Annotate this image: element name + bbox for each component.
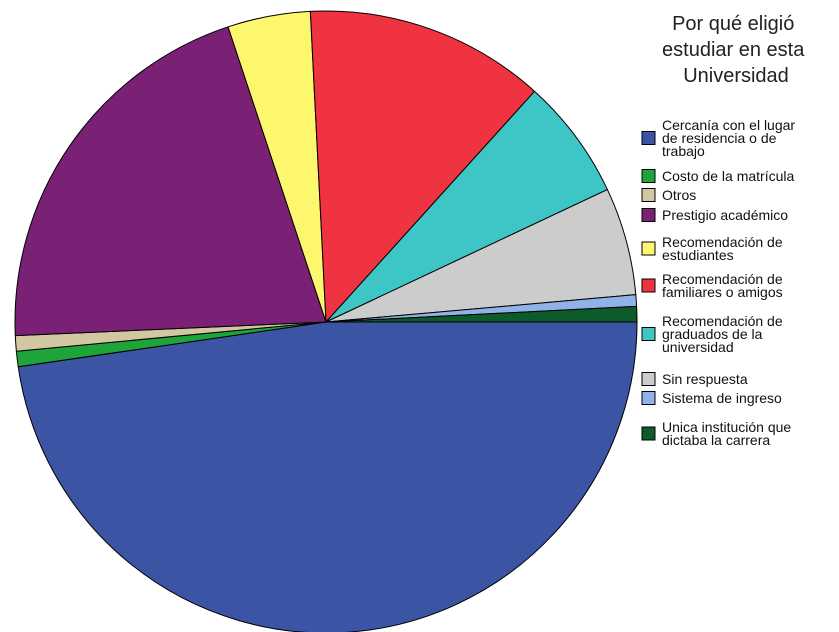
legend-label-line: graduados de la <box>662 326 763 342</box>
legend-swatch-9 <box>641 391 656 405</box>
legend-label-line: Recomendación de <box>662 234 783 250</box>
legend-label-line: Recomendación de <box>662 271 783 287</box>
legend-swatch-6 <box>641 278 656 293</box>
legend-swatch-10 <box>641 426 656 441</box>
legend-label-4: Prestigio académico <box>662 207 788 223</box>
legend-label-3: Otros <box>662 187 696 203</box>
legend-label-2: Costo de la matrícula <box>662 168 794 184</box>
legend-label-line: Otros <box>662 187 696 203</box>
legend-title-line-1: Por qué eligió <box>672 13 794 35</box>
legend-swatch-7 <box>641 327 656 341</box>
pie-slice-1 <box>17 321 638 632</box>
legend-label-10: Unica institución que dictaba la carrera <box>662 419 791 448</box>
legend-label-line: Recomendación de <box>662 313 783 329</box>
legend: Por qué eligió estudiar en esta Universi… <box>641 13 810 448</box>
legend-label-7: Recomendación de graduados de la universid… <box>662 313 783 355</box>
legend-label-line: Costo de la matrícula <box>662 168 794 184</box>
legend-label-line: Unica institución que <box>662 419 791 435</box>
legend-swatch-1 <box>641 131 656 145</box>
pie-slice-6 <box>309 10 536 323</box>
legend-label-line: trabajo <box>662 143 705 159</box>
legend-title-line-3: Universidad <box>683 65 789 87</box>
pie-slice-10 <box>325 305 638 323</box>
legend-title-line-2: estudiar en esta <box>662 39 805 61</box>
legend-label-line: Sin respuesta <box>662 371 748 387</box>
legend-swatch-8 <box>641 372 656 386</box>
legend-label-line: familiares o amigos <box>662 284 783 300</box>
legend-label-5: Recomendación de estudiantes <box>662 234 783 263</box>
legend-items: Cercanía con el lugar de residencia o de t… <box>641 117 795 448</box>
legend-label-line: universidad <box>662 339 734 355</box>
pie-slice-4 <box>14 26 327 337</box>
legend-label-line: de residencia o de <box>662 130 777 146</box>
pie-slices <box>14 10 638 632</box>
legend-label-9: Sistema de ingreso <box>662 390 782 406</box>
legend-label-6: Recomendación de familiares o amigos <box>662 271 783 300</box>
legend-swatch-5 <box>641 241 656 256</box>
legend-label-8: Sin respuesta <box>662 371 748 387</box>
legend-label-1: Cercanía con el lugar de residencia o de t… <box>662 117 795 159</box>
legend-label-line: Cercanía con el lugar <box>662 117 795 133</box>
legend-label-line: Sistema de ingreso <box>662 390 782 406</box>
legend-swatch-3 <box>641 188 656 202</box>
legend-title: Por qué eligió estudiar en esta Universi… <box>662 13 810 87</box>
pie-slice-7 <box>325 90 608 323</box>
legend-swatch-4 <box>641 208 656 222</box>
legend-swatch-2 <box>641 169 656 183</box>
legend-label-line: estudiantes <box>662 247 734 263</box>
legend-label-line: dictaba la carrera <box>662 432 770 448</box>
legend-label-line: Prestigio académico <box>662 207 788 223</box>
